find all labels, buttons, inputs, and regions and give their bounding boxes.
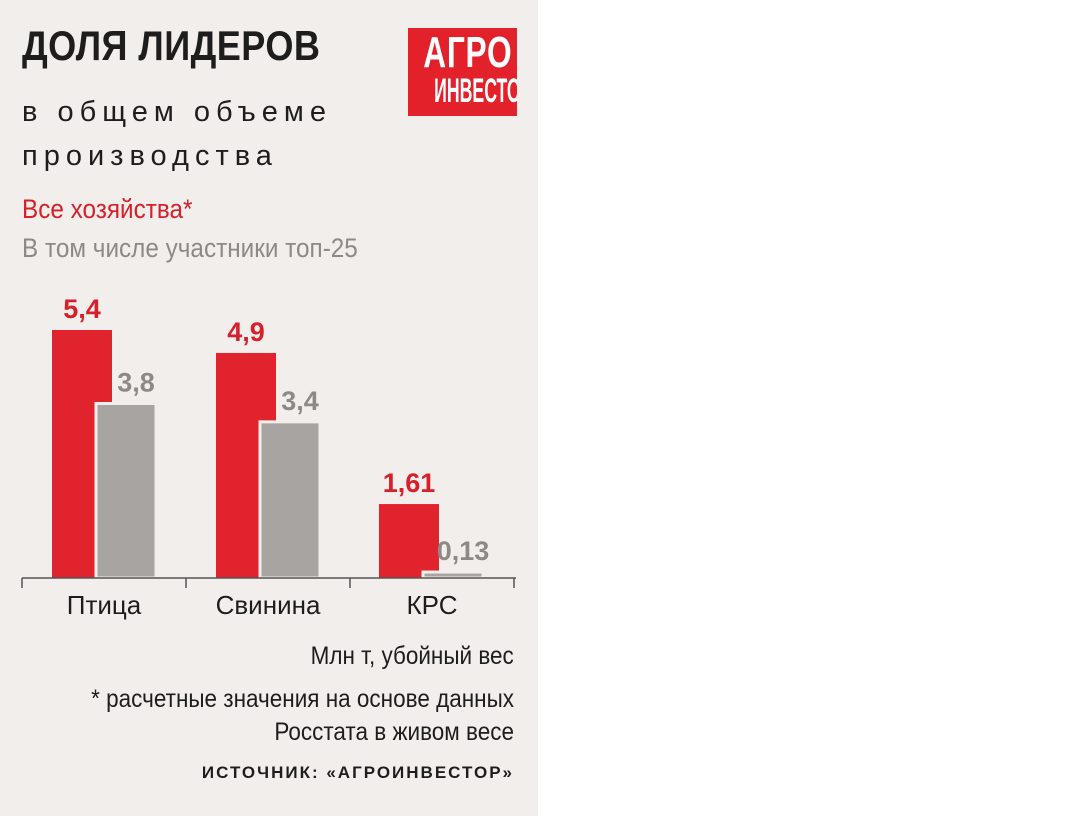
- bar-top25-2: [421, 570, 485, 580]
- bar-top25-1: [258, 420, 322, 580]
- data-label-all-farms-2: 1,61: [383, 468, 436, 498]
- bar-chart: 5,4 3,8 4,9 3,4 1,61 0,13 Птица Свинина КРС: [21, 294, 516, 620]
- footnote-line-2: Росстата в живом весе: [274, 718, 514, 746]
- source-label: ИСТОЧНИК: «АГРОИНВЕСТОР»: [201, 763, 514, 782]
- footnote: * расчетные значения на основе данных Ро…: [10, 683, 514, 749]
- data-label-top25-0: 3,8: [117, 367, 155, 397]
- bar-all-farms-2: [379, 504, 439, 578]
- category-label-0: Птица: [67, 590, 142, 620]
- data-label-top25-2: 0,13: [437, 536, 490, 566]
- data-label-top25-1: 3,4: [281, 386, 319, 416]
- chart-title: ДОЛЯ ЛИДЕРОВ: [22, 22, 321, 69]
- subtitle-line-2: производства: [22, 140, 278, 172]
- logo-line-1: АГРО: [423, 28, 513, 77]
- data-label-all-farms-1: 4,9: [227, 317, 265, 347]
- data-label-all-farms-0: 5,4: [63, 294, 101, 324]
- category-label-1: Свинина: [216, 590, 321, 620]
- logo-line-2: ИНВЕСТОР: [434, 72, 517, 110]
- subtitle-line-1: в общем объеме: [22, 96, 332, 128]
- unit-label: Млн т, убойный вес: [310, 642, 514, 670]
- footnote-line-1: * расчетные значения на основе данных: [91, 685, 515, 713]
- chart-subtitle: в общем объеме производства: [22, 90, 332, 178]
- bar-top25-0: [94, 401, 158, 580]
- category-label-2: КРС: [407, 590, 458, 620]
- legend-all-farms: Все хозяйства*: [22, 194, 193, 224]
- chart-panel: ДОЛЯ ЛИДЕРОВ в общем объеме производства…: [0, 0, 538, 816]
- legend-top25: В том числе участники топ-25: [22, 233, 358, 263]
- agroinvestor-logo: АГРО ИНВЕСТОР: [408, 28, 517, 116]
